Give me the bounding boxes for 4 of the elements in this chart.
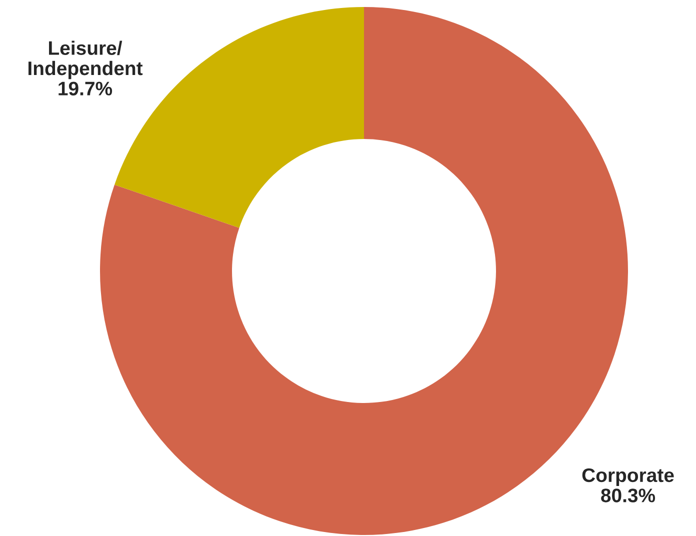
slice-label: Corporate	[582, 468, 674, 486]
data-label: 19.7%	[58, 82, 112, 96]
data-label: 80.3%	[601, 488, 656, 502]
slice-label: Leisure/ Independent	[28, 40, 143, 80]
